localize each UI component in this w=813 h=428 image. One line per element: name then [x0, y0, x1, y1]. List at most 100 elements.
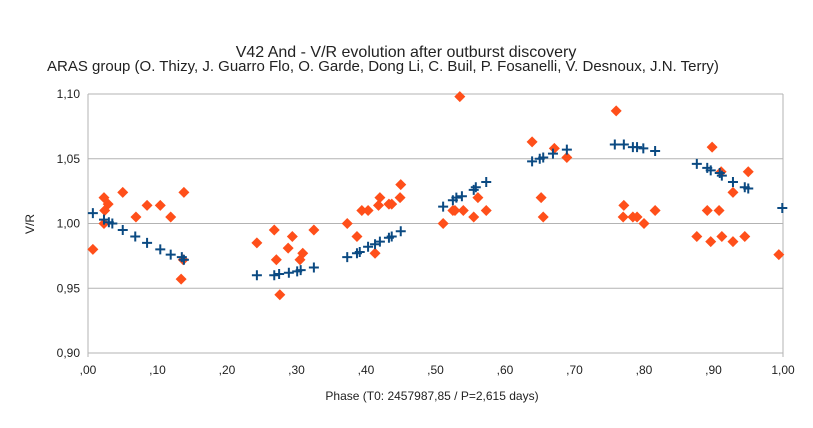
data-point-cross: [470, 182, 481, 193]
data-point-diamond: [535, 192, 547, 204]
data-point-cross: [142, 237, 153, 248]
data-point-diamond: [716, 230, 728, 242]
x-tick-label: ,40: [358, 363, 375, 377]
data-point-cross: [691, 158, 702, 169]
y-tick-label: 1,10: [57, 87, 81, 101]
data-point-cross: [283, 267, 294, 278]
data-point-diamond: [87, 243, 99, 255]
data-point-diamond: [386, 198, 398, 210]
data-point-diamond: [739, 230, 751, 242]
data-point-diamond: [369, 247, 381, 259]
data-point-cross: [650, 145, 661, 156]
x-tick-label: 1,00: [771, 363, 795, 377]
data-point-cross: [308, 262, 319, 273]
data-point-cross: [117, 224, 128, 235]
data-point-cross: [178, 254, 189, 265]
data-point-cross: [395, 226, 406, 237]
data-point-diamond: [526, 136, 538, 148]
data-point-diamond: [617, 211, 629, 223]
y-tick-label: 1,05: [57, 152, 81, 166]
data-point-diamond: [373, 199, 385, 211]
data-point-diamond: [356, 205, 368, 217]
data-point-cross: [165, 249, 176, 260]
data-point-cross: [618, 139, 629, 150]
y-tick-label: 0,95: [57, 281, 81, 295]
data-point-diamond: [286, 230, 298, 242]
data-point-diamond: [437, 218, 449, 229]
data-point-diamond: [480, 205, 492, 217]
data-point-cross: [705, 165, 716, 176]
chart-subtitle: ARAS group (O. Thizy, J. Guarro Flo, O. …: [47, 58, 719, 75]
data-point-diamond: [274, 289, 286, 301]
x-tick-label: ,70: [566, 363, 583, 377]
data-point-diamond: [270, 254, 282, 266]
data-point-cross: [481, 177, 492, 188]
data-point-diamond: [537, 211, 549, 223]
data-point-cross: [777, 202, 788, 213]
data-point-diamond: [691, 230, 703, 242]
data-point-diamond: [742, 166, 754, 178]
data-point-cross: [547, 148, 558, 159]
data-point-cross: [456, 191, 467, 202]
x-tick-label: ,00: [80, 363, 97, 377]
data-point-cross: [354, 246, 365, 257]
data-point-cross: [609, 139, 620, 150]
data-point-cross: [155, 244, 166, 255]
data-point-diamond: [631, 211, 643, 223]
data-point-diamond: [610, 105, 622, 117]
x-tick-label: ,20: [219, 363, 236, 377]
data-point-diamond: [638, 218, 650, 229]
data-point-cross: [438, 201, 449, 212]
x-tick-label: ,10: [149, 363, 166, 377]
data-point-diamond: [548, 142, 560, 154]
data-point-cross: [561, 144, 572, 155]
data-point-diamond: [561, 151, 573, 163]
data-point-cross: [743, 183, 754, 194]
data-point-diamond: [351, 230, 363, 242]
chart-title: V42 And - V/R evolution after outburst d…: [236, 44, 577, 61]
data-point-diamond: [297, 247, 309, 259]
data-point-diamond: [268, 224, 280, 236]
data-point-diamond: [117, 186, 129, 198]
data-point-diamond: [99, 205, 111, 217]
data-point-cross: [727, 177, 738, 188]
data-point-cross: [638, 143, 649, 154]
x-tick-label: ,30: [288, 363, 305, 377]
data-point-cross: [295, 265, 306, 276]
data-point-diamond: [727, 236, 739, 248]
data-point-diamond: [341, 218, 353, 229]
data-point-diamond: [727, 186, 739, 198]
data-point-diamond: [141, 199, 153, 211]
x-tick-label: ,60: [497, 363, 514, 377]
x-tick-label: ,80: [636, 363, 653, 377]
data-point-diamond: [773, 249, 785, 261]
data-point-diamond: [472, 192, 484, 204]
data-point-diamond: [468, 211, 480, 223]
data-point-diamond: [251, 237, 263, 249]
x-tick-label: ,50: [427, 363, 444, 377]
data-point-cross: [363, 241, 374, 252]
data-point-diamond: [713, 205, 725, 217]
data-point-diamond: [394, 192, 406, 204]
data-point-diamond: [649, 205, 661, 217]
data-point-diamond: [454, 91, 466, 103]
x-tick-label: ,90: [705, 363, 722, 377]
data-point-diamond: [165, 211, 177, 223]
data-point-diamond: [457, 205, 469, 217]
data-point-diamond: [178, 186, 190, 198]
data-point-cross: [251, 270, 262, 281]
data-point-diamond: [308, 224, 320, 236]
data-point-cross: [538, 152, 549, 163]
data-point-diamond: [175, 273, 187, 285]
data-point-cross: [527, 156, 538, 167]
data-point-diamond: [701, 205, 713, 217]
y-tick-label: 1,00: [57, 217, 81, 231]
data-point-diamond: [618, 199, 630, 211]
data-point-diamond: [449, 205, 461, 217]
data-point-cross: [269, 270, 280, 281]
data-point-cross: [87, 208, 98, 219]
data-point-cross: [107, 218, 118, 229]
data-point-cross: [274, 269, 285, 280]
data-point-cross: [386, 231, 397, 242]
data-point-diamond: [362, 205, 374, 217]
